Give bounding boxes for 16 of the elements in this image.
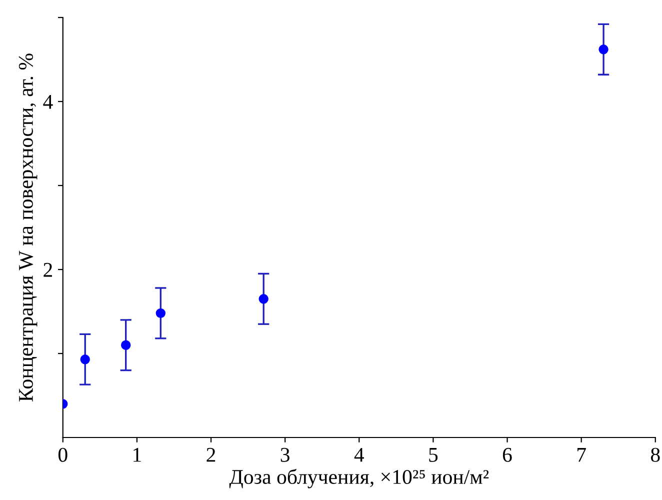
y-axis-title: Концентрация W на поверхности, ат. %	[18, 54, 38, 402]
x-tick-label: 2	[206, 448, 216, 462]
point	[156, 308, 166, 318]
x-tick-label: 3	[280, 448, 290, 462]
x-tick-label: 7	[577, 448, 586, 462]
point	[598, 44, 608, 54]
x-tick-label: 5	[429, 448, 438, 462]
point	[120, 340, 131, 350]
x-tick-label: 6	[502, 448, 512, 462]
x-tick-label: 0	[58, 448, 68, 462]
x-tick-label: 8	[650, 448, 660, 462]
x-tick-label: 4	[354, 448, 364, 462]
x-axis-title: Доза облучения, ×10²⁵ ион/м²	[229, 468, 489, 488]
point	[80, 354, 90, 364]
point	[258, 294, 268, 304]
x-tick-label: 1	[134, 448, 141, 462]
